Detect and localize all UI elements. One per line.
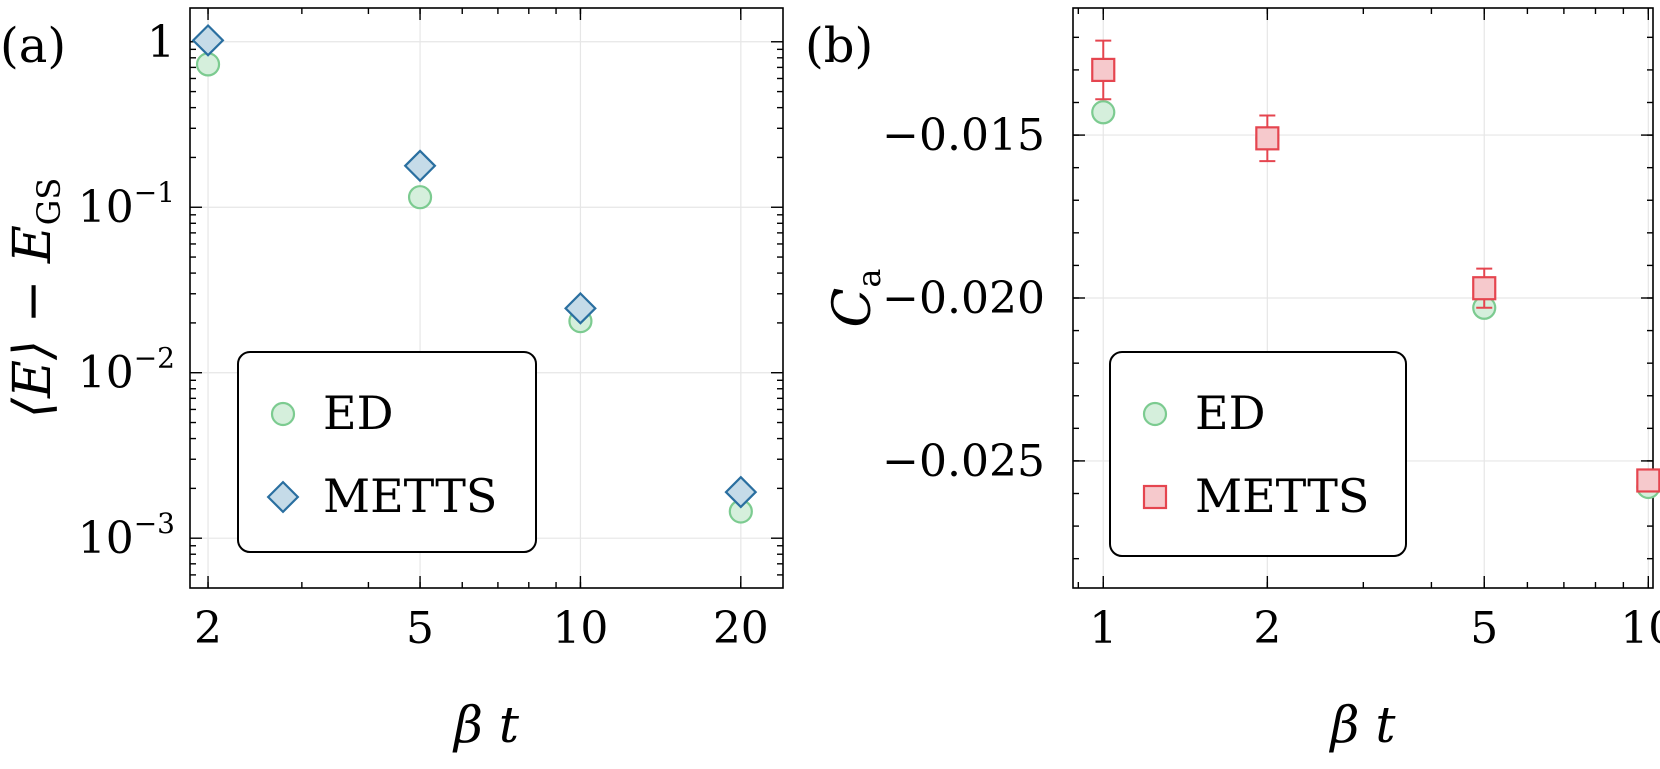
x-tick-label: 1 [1089,603,1117,654]
legend-frame [1109,351,1407,557]
legend-label: ED [1195,386,1265,440]
y-axis-label: ⟨E⟩ − EGS [3,178,68,419]
legend-label: ED [323,386,393,440]
data-point [724,475,758,509]
data-point [407,185,433,210]
series-metts [191,23,758,509]
data-point [1091,100,1116,125]
panel-label: (b) [805,18,873,74]
legend-marker [270,401,296,427]
x-tick-label: 10 [552,603,608,654]
x-tick-label: 5 [1470,603,1498,654]
series-metts [1091,39,1660,493]
data-point [564,291,597,325]
legend-marker [1142,484,1168,510]
x-tick-label: 2 [194,603,222,654]
data-point [1472,276,1497,301]
x-tick-label: 20 [713,603,769,654]
plot-frame [189,7,784,589]
y-tick-label: 10−1 [78,176,175,233]
panel-a: 2 5 10 20 1 10−1 10−2 10−3 (a) β t ⟨E⟩ − EGS ED METT… [0,7,784,754]
legend-marker [266,480,300,514]
x-axis-label: β t [1329,696,1397,754]
data-point [191,23,225,57]
data-point [1091,57,1116,83]
y-tick-label: 10−2 [78,342,175,399]
legend-marker [1142,401,1168,427]
x-tick-label: 5 [406,603,434,654]
panel-b: 1 2 5 10 −0.015 −0.020 −0.025 (b) β t Ca ED METTS [805,7,1660,754]
y-tick-label: 1 [147,17,175,68]
legend: ED METTS [237,351,537,553]
legend-label: METTS [323,469,497,523]
x-tick-label: 10 [1620,603,1660,654]
y-tick-label: −0.015 [882,110,1045,161]
y-axis-label: Ca [823,269,888,328]
data-point [403,149,437,183]
y-tick-label: 10−3 [78,507,175,564]
x-tick-label: 2 [1253,603,1281,654]
legend-frame [237,351,537,553]
legend: ED METTS [1109,351,1407,557]
data-point [1636,468,1660,493]
panel-label: (a) [0,18,66,74]
y-tick-label: −0.020 [882,273,1045,324]
data-point [1255,126,1280,151]
x-axis-label: β t [452,696,520,754]
legend-label: METTS [1195,469,1369,523]
plot-frame [1072,7,1654,589]
y-tick-label: −0.025 [882,436,1045,487]
